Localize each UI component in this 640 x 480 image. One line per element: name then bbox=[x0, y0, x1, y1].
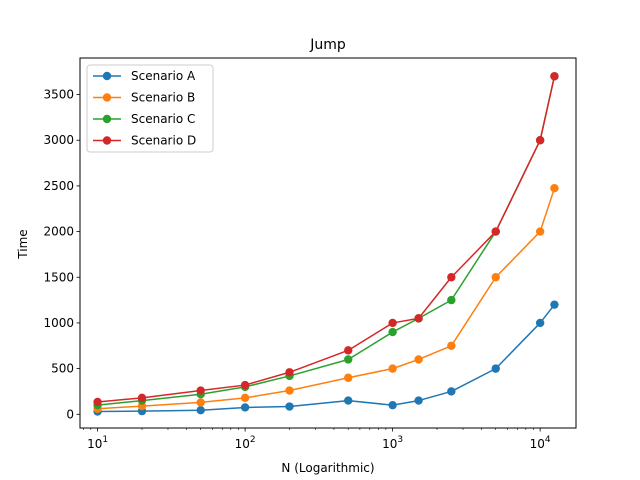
data-point bbox=[414, 314, 423, 323]
data-point bbox=[447, 273, 456, 282]
y-tick-label: 2000 bbox=[43, 225, 74, 239]
data-point bbox=[550, 72, 559, 81]
data-point bbox=[491, 273, 500, 282]
series-line bbox=[97, 304, 556, 413]
x-tick-label: 104 bbox=[530, 435, 551, 451]
legend-label: Scenario D bbox=[131, 134, 196, 148]
data-point bbox=[414, 355, 423, 364]
data-point bbox=[535, 227, 545, 236]
legend-marker bbox=[102, 71, 112, 81]
data-point bbox=[196, 405, 205, 415]
data-point bbox=[240, 380, 250, 390]
data-point bbox=[447, 387, 456, 396]
data-point bbox=[344, 373, 353, 382]
data-point bbox=[447, 341, 456, 350]
data-point bbox=[491, 364, 500, 373]
data-point bbox=[388, 400, 397, 410]
y-tick-label: 3500 bbox=[43, 88, 74, 102]
data-point bbox=[535, 136, 545, 145]
series-4 bbox=[93, 72, 559, 407]
y-tick-label: 1000 bbox=[43, 316, 74, 330]
legend-marker bbox=[102, 136, 112, 145]
y-tick-label: 0 bbox=[66, 407, 74, 421]
data-point bbox=[240, 393, 250, 403]
legend: Scenario A Scenario B Scenario C Scenario D bbox=[86, 64, 214, 153]
data-point bbox=[285, 402, 294, 411]
data-point bbox=[285, 368, 294, 377]
data-point bbox=[137, 393, 147, 403]
legend-label: Scenario A bbox=[131, 69, 196, 83]
x-tick-label: 102 bbox=[235, 435, 256, 451]
data-point bbox=[388, 364, 397, 373]
legend-entry: Scenario A bbox=[93, 69, 196, 83]
data-point bbox=[550, 183, 559, 193]
data-point bbox=[196, 398, 205, 407]
data-point bbox=[344, 355, 353, 364]
legend-box bbox=[86, 64, 214, 153]
data-point bbox=[491, 227, 500, 236]
data-point bbox=[550, 300, 559, 309]
y-tick-label: 3000 bbox=[43, 133, 74, 147]
series-line bbox=[97, 76, 556, 403]
legend-entry: Scenario D bbox=[93, 134, 196, 148]
plot-series bbox=[93, 72, 559, 416]
legend-marker bbox=[102, 114, 112, 124]
data-point bbox=[388, 318, 397, 328]
y-axis-label: Time bbox=[16, 229, 30, 259]
legend-marker bbox=[102, 93, 112, 102]
x-tick-label: 101 bbox=[87, 435, 108, 451]
chart-title: Jump bbox=[309, 37, 346, 53]
legend-label: Scenario B bbox=[131, 91, 195, 105]
y-tick-label: 2500 bbox=[43, 179, 74, 193]
y-tick-label: 1500 bbox=[43, 270, 74, 284]
data-point bbox=[447, 295, 456, 305]
legend-entry: Scenario C bbox=[93, 112, 195, 126]
data-point bbox=[388, 327, 397, 337]
data-point bbox=[93, 397, 102, 407]
data-point bbox=[196, 386, 205, 395]
data-point bbox=[535, 318, 545, 328]
y-tick-label: 500 bbox=[51, 362, 74, 376]
axis-ticks: 101 102 103 104 0 500 1000 1500 2000 2500 3000 3500 bbox=[43, 88, 550, 451]
data-point bbox=[414, 396, 423, 405]
series-line bbox=[97, 187, 556, 410]
x-tick-label: 103 bbox=[382, 435, 403, 451]
data-point bbox=[285, 386, 294, 395]
data-point bbox=[344, 396, 353, 405]
data-point bbox=[240, 403, 250, 412]
legend-entry: Scenario B bbox=[93, 91, 195, 105]
x-axis-label: N (Logarithmic) bbox=[281, 461, 374, 475]
legend-label: Scenario C bbox=[131, 112, 195, 126]
data-point bbox=[344, 346, 353, 355]
plot-frame bbox=[79, 57, 577, 429]
